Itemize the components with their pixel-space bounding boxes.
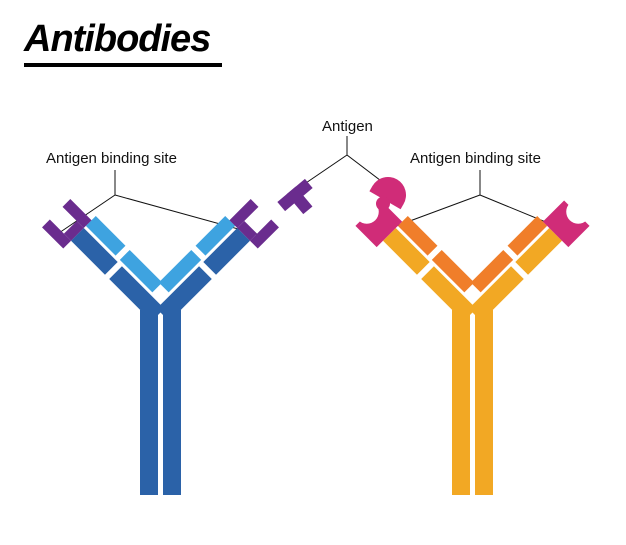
antigen-purple — [277, 179, 321, 222]
antibody-left — [42, 195, 279, 495]
diagram-svg — [0, 0, 626, 545]
antibody-right — [346, 185, 600, 495]
leader-lines — [56, 136, 570, 235]
